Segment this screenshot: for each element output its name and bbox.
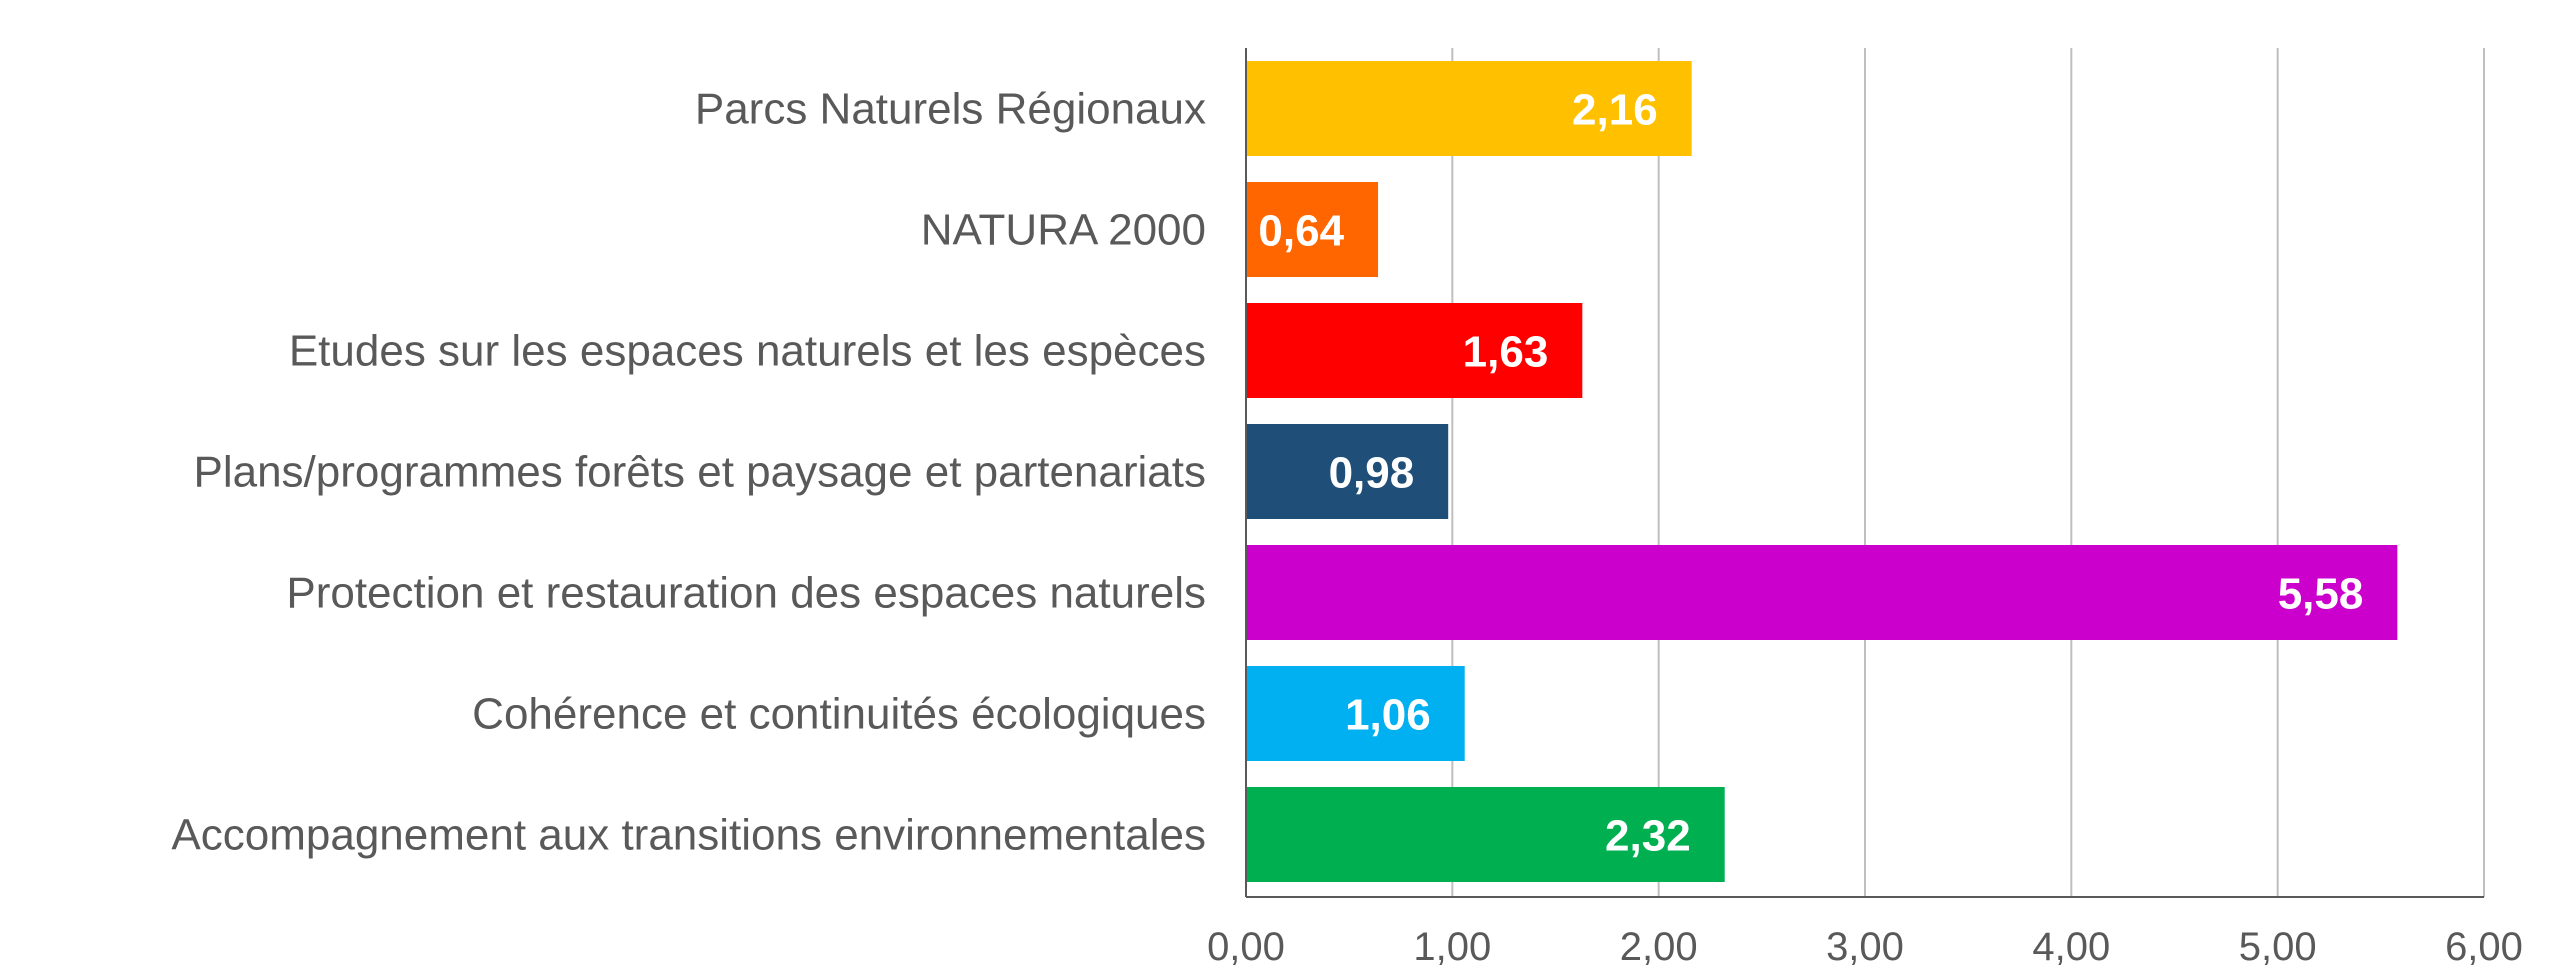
data-label: 1,63 (1463, 328, 1549, 377)
data-label: 2,32 (1605, 812, 1691, 861)
data-label: 5,58 (2278, 570, 2364, 619)
x-tick-label: 4,00 (2032, 925, 2110, 969)
data-label: 2,16 (1572, 86, 1658, 135)
bar (1247, 666, 1465, 761)
data-label: 0,98 (1329, 449, 1415, 498)
x-tick-label: 5,00 (2239, 925, 2317, 969)
x-tick-label: 2,00 (1620, 925, 1698, 969)
bar (1247, 787, 1725, 882)
category-label: Protection et restauration des espaces n… (286, 569, 1206, 618)
bar (1247, 61, 1692, 156)
x-tick-label: 6,00 (2445, 925, 2523, 969)
x-tick-label: 0,00 (1207, 925, 1285, 969)
bars (1247, 61, 2398, 882)
labels: 0,00 1,00 2,00 3,00 4,00 5,00 6,00 Parcs Nature… (171, 85, 2523, 970)
gridlines (1451, 48, 2485, 897)
category-label: Plans/programmes forêts et paysage et pa… (193, 448, 1206, 497)
data-label: 0,64 (1258, 207, 1344, 256)
category-label: Parcs Naturels Régionaux (695, 85, 1206, 134)
category-label: Accompagnement aux transitions environne… (171, 811, 1206, 860)
category-label: Etudes sur les espaces naturels et les e… (289, 327, 1206, 376)
x-tick-label: 3,00 (1826, 925, 1904, 969)
bar (1247, 424, 1449, 519)
category-label: Cohérence et continuités écologiques (472, 690, 1206, 739)
axes (1245, 48, 2484, 898)
x-tick-label: 1,00 (1413, 925, 1491, 969)
data-label: 1,06 (1345, 691, 1431, 740)
bar (1247, 182, 1379, 277)
category-label: NATURA 2000 (921, 206, 1206, 255)
bar (1247, 303, 1583, 398)
bar (1247, 545, 2398, 640)
